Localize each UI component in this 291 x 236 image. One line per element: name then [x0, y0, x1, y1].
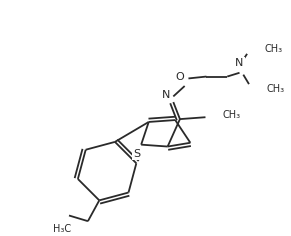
Text: H₃C: H₃C	[53, 224, 71, 234]
Text: N: N	[162, 89, 170, 100]
Text: O: O	[175, 72, 184, 82]
Text: CH₃: CH₃	[223, 110, 241, 120]
Text: N: N	[235, 58, 244, 68]
Text: CH₃: CH₃	[264, 44, 282, 54]
Text: S: S	[133, 149, 140, 159]
Text: CH₃: CH₃	[266, 84, 284, 94]
